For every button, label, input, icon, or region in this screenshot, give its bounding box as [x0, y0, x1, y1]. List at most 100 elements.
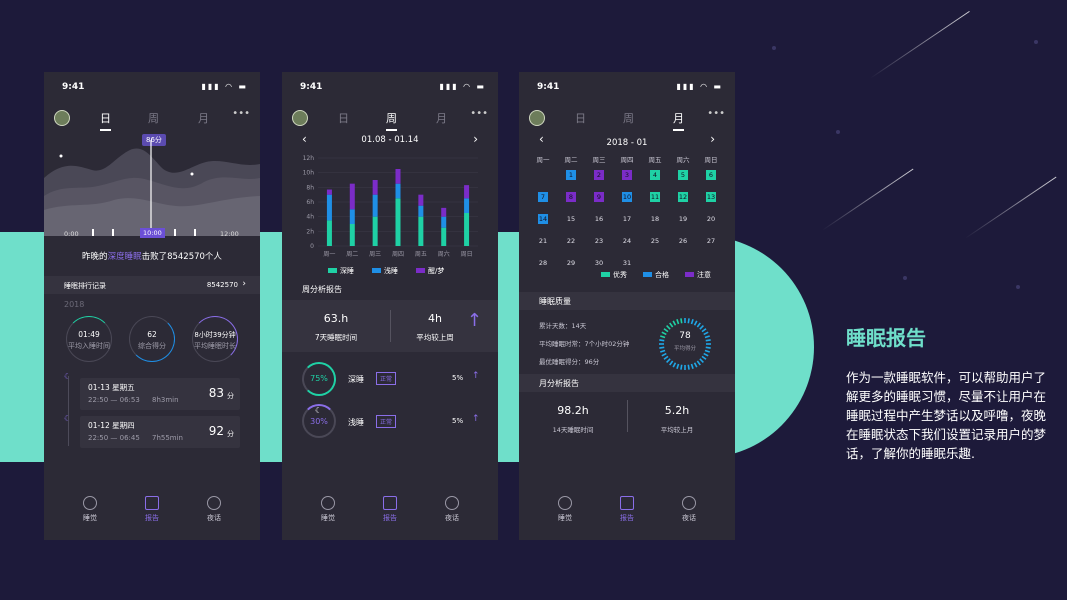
calendar-day[interactable]: 2 [594, 170, 604, 180]
calendar-day[interactable]: 1 [566, 170, 576, 180]
more-icon[interactable]: ••• [232, 108, 250, 119]
nav-report[interactable]: 报告 [132, 496, 172, 523]
stat-ring [129, 316, 175, 362]
prev-week-button[interactable]: ‹ [302, 132, 307, 146]
legend-swatch [328, 268, 337, 273]
ranking-label: 睡眠排行记录 [64, 282, 106, 290]
side-description: 作为一款睡眠软件，可以帮助用户了解更多的睡眠习惯，尽量不让用户在睡眠过程中产生梦… [846, 370, 1047, 461]
tab-week[interactable]: 周 [148, 112, 159, 125]
calendar-day[interactable]: 6 [706, 170, 716, 180]
record-range: 22:50 — 06:53 [88, 396, 140, 404]
stat-label: 平均睡眠时长 [194, 342, 236, 350]
calendar-day[interactable]: 27 [706, 237, 716, 245]
face-icon [682, 496, 696, 510]
record-card[interactable]: 01-13 星期五 22:50 — 06:53 8h3min 83 分 [80, 378, 240, 410]
more-icon[interactable]: ••• [470, 108, 488, 119]
calendar-day[interactable]: 10 [622, 192, 632, 202]
legend-item: 优秀 [601, 270, 627, 280]
tab-week[interactable]: 周 [386, 112, 397, 131]
nav-night[interactable]: 夜话 [669, 496, 709, 523]
status-bar: 9:41 ▮▮▮ ◠ ▬ [282, 82, 498, 96]
calendar-day[interactable]: 29 [566, 259, 576, 267]
phone-day-view: 9:41 ▮▮▮ ◠ ▬ 日 周 月 ••• 86分 0:00 12:00 10… [44, 72, 260, 540]
calendar-day[interactable]: 18 [650, 215, 660, 223]
y-tick-label: 8h [306, 184, 314, 191]
y-tick-label: 6h [306, 199, 314, 206]
avatar[interactable] [54, 110, 70, 126]
tab-day[interactable]: 日 [100, 112, 111, 131]
legend-item: 醒/梦 [416, 266, 444, 276]
score-tick [669, 322, 674, 328]
calendar-day[interactable]: 16 [594, 215, 604, 223]
time-current-label[interactable]: 10:00 [140, 228, 165, 238]
bar-segment [395, 169, 401, 184]
calendar-day[interactable]: 26 [678, 237, 688, 245]
calendar-day[interactable]: 28 [538, 259, 548, 267]
tab-day[interactable]: 日 [575, 112, 586, 125]
tab-month[interactable]: 月 [673, 112, 684, 131]
nav-sleep[interactable]: 睡觉 [70, 496, 110, 523]
calendar-day[interactable]: 25 [650, 237, 660, 245]
record-score-unit: 分 [227, 430, 234, 438]
calendar-day[interactable]: 7 [538, 192, 548, 202]
calendar-day[interactable]: 24 [622, 237, 632, 245]
calendar-day[interactable]: 9 [594, 192, 604, 202]
meteor-streak [869, 10, 970, 79]
calendar-day[interactable]: 13 [706, 192, 716, 202]
calendar-day[interactable]: 8 [566, 192, 576, 202]
nav-night[interactable]: 夜话 [432, 496, 472, 523]
avg-label: 平均较上周 [416, 333, 454, 342]
quality-line: 最优睡眠得分：96分 [539, 358, 600, 366]
chart-icon [620, 496, 634, 510]
period-tabs: 日 周 月 ••• [519, 108, 735, 131]
light-sleep-name: 浅睡 [348, 418, 364, 427]
tab-day[interactable]: 日 [338, 112, 349, 125]
x-tick-label: 周日 [461, 251, 473, 258]
calendar-day[interactable]: 30 [594, 259, 604, 267]
calendar-day[interactable]: 22 [566, 237, 576, 245]
nav-night[interactable]: 夜话 [194, 496, 234, 523]
timeline-ticks [92, 229, 132, 237]
avatar[interactable] [529, 110, 545, 126]
score-tick [659, 339, 665, 342]
weekday-label: 周二 [564, 156, 578, 164]
deep-sleep-percent: 75% [310, 374, 328, 383]
stat-value: 01:49 [78, 330, 100, 339]
record-range: 22:50 — 06:45 [88, 434, 140, 442]
avatar[interactable] [292, 110, 308, 126]
next-month-button[interactable]: › [710, 132, 715, 146]
ranking-row[interactable]: 睡眠排行记录 8542570 › [44, 276, 260, 294]
record-card[interactable]: 01-12 星期四 22:50 — 06:45 7h55min 92 分 [80, 416, 240, 448]
calendar-day[interactable]: 5 [678, 170, 688, 180]
calendar-day[interactable]: 14 [538, 214, 548, 224]
calendar-day[interactable]: 31 [622, 259, 632, 267]
tab-week[interactable]: 周 [623, 112, 634, 125]
divider [627, 400, 628, 432]
tab-month[interactable]: 月 [436, 112, 447, 125]
record-score: 92 [208, 424, 224, 438]
total-value: 63.h [323, 312, 349, 325]
more-icon[interactable]: ••• [707, 108, 725, 119]
calendar-day[interactable]: 21 [538, 237, 548, 245]
bottom-nav: 睡觉 报告 夜话 [282, 496, 498, 526]
moon-icon [321, 496, 335, 510]
prev-month-button[interactable]: ‹ [539, 132, 544, 146]
calendar-day[interactable]: 19 [678, 215, 688, 223]
nav-sleep[interactable]: 睡觉 [545, 496, 585, 523]
next-week-button[interactable]: › [473, 132, 478, 146]
meteor-streak [821, 168, 914, 231]
calendar-day[interactable]: 17 [622, 215, 632, 223]
calendar-day[interactable]: 20 [706, 215, 716, 223]
calendar-day[interactable]: 15 [566, 215, 576, 223]
calendar-day[interactable]: 11 [650, 192, 660, 202]
nav-report[interactable]: 报告 [370, 496, 410, 523]
nav-sleep[interactable]: 睡觉 [308, 496, 348, 523]
total-label: 14天睡眠时间 [552, 426, 594, 434]
tab-month[interactable]: 月 [198, 112, 209, 125]
calendar-day[interactable]: 4 [650, 170, 660, 180]
bar-segment [372, 180, 378, 195]
calendar-day[interactable]: 23 [594, 237, 604, 245]
calendar-day[interactable]: 3 [622, 170, 632, 180]
calendar-day[interactable]: 12 [678, 192, 688, 202]
nav-report[interactable]: 报告 [607, 496, 647, 523]
